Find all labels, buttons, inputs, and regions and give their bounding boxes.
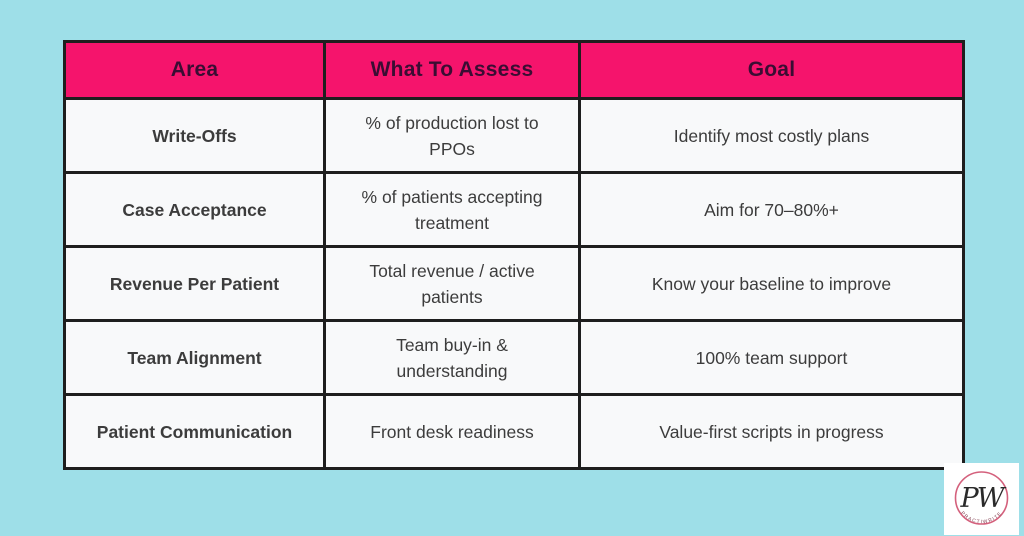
- cell-assess: % of patients accepting treatment: [323, 171, 581, 248]
- cell-area: Write-Offs: [63, 97, 326, 174]
- cell-goal: Aim for 70–80%+: [578, 171, 965, 248]
- cell-goal: 100% team support: [578, 319, 965, 396]
- cell-assess: Total revenue / active patients: [323, 245, 581, 322]
- table-header: Area What To Assess Goal: [63, 40, 965, 100]
- cell-area: Case Acceptance: [63, 171, 326, 248]
- table-body: Write-Offs % of production lost to PPOs …: [63, 97, 965, 470]
- cell-goal: Know your baseline to improve: [578, 245, 965, 322]
- table-row: Team Alignment Team buy-in & understandi…: [63, 319, 965, 396]
- cell-goal: Value-first scripts in progress: [578, 393, 965, 470]
- pw-logo-icon: PW PRACTIWRITE: [954, 471, 1009, 525]
- column-header-goal: Goal: [578, 40, 965, 100]
- logo-initials: PW: [960, 483, 1007, 514]
- cell-area: Revenue Per Patient: [63, 245, 326, 322]
- table-row: Patient Communication Front desk readine…: [63, 393, 965, 470]
- cell-area: Team Alignment: [63, 319, 326, 396]
- header-row: Area What To Assess Goal: [63, 40, 965, 100]
- cell-assess: % of production lost to PPOs: [323, 97, 581, 174]
- cell-assess: Front desk readiness: [323, 393, 581, 470]
- table-row: Write-Offs % of production lost to PPOs …: [63, 97, 965, 174]
- cell-goal: Identify most costly plans: [578, 97, 965, 174]
- logo-ring: [954, 471, 1009, 525]
- cell-area: Patient Communication: [63, 393, 326, 470]
- column-header-what-to-assess: What To Assess: [323, 40, 581, 100]
- column-header-area: Area: [63, 40, 326, 100]
- table-row: Case Acceptance % of patients accepting …: [63, 171, 965, 248]
- cell-assess: Team buy-in & understanding: [323, 319, 581, 396]
- brand-logo: PW PRACTIWRITE: [944, 463, 1019, 535]
- assessment-table: Area What To Assess Goal Write-Offs % of…: [63, 40, 965, 470]
- table-row: Revenue Per Patient Total revenue / acti…: [63, 245, 965, 322]
